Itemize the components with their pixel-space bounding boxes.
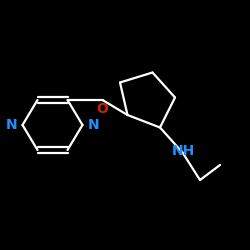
Text: N: N <box>88 118 100 132</box>
Text: NH: NH <box>172 144 196 158</box>
Text: N: N <box>6 118 17 132</box>
Text: O: O <box>96 102 108 116</box>
